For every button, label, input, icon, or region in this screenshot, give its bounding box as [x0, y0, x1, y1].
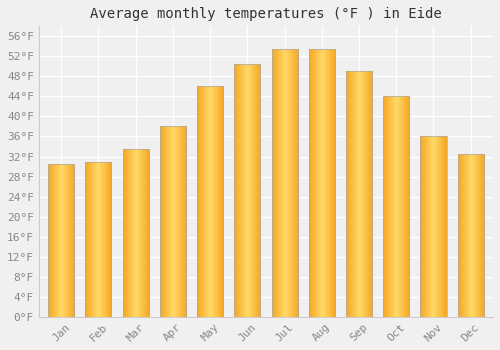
Bar [308, 49, 335, 317]
Bar [197, 86, 223, 317]
Bar [346, 71, 372, 317]
Bar [48, 164, 74, 317]
Title: Average monthly temperatures (°F ) in Eide: Average monthly temperatures (°F ) in Ei… [90, 7, 442, 21]
Bar [234, 64, 260, 317]
Bar [160, 126, 186, 317]
Bar [122, 149, 148, 317]
Bar [458, 154, 483, 317]
Bar [86, 161, 112, 317]
Bar [383, 96, 409, 317]
Bar [272, 49, 297, 317]
Bar [420, 136, 446, 317]
